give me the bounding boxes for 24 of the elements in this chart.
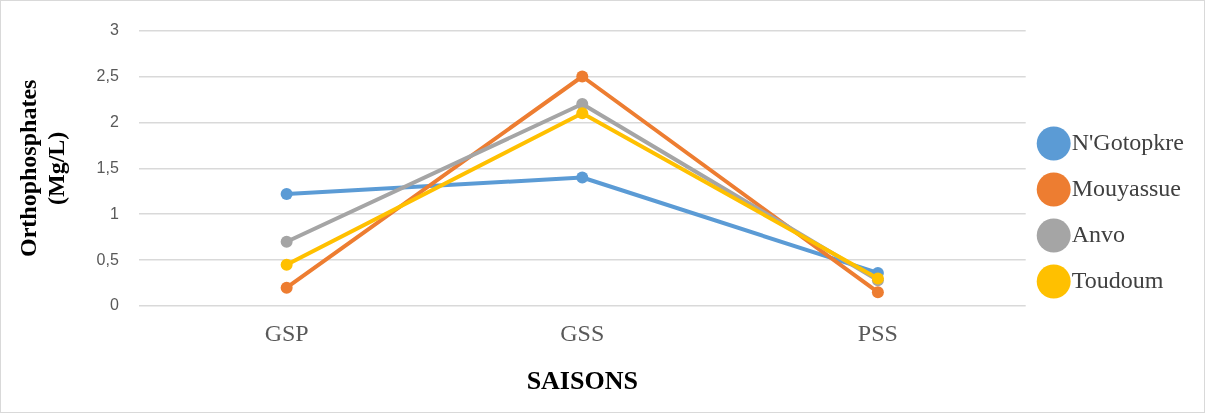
x-tick-label: GSP: [264, 319, 309, 346]
y-tick-label: 3: [109, 21, 119, 39]
legend-label: Mouyassue: [1071, 174, 1182, 201]
point: [280, 258, 293, 271]
point: [576, 70, 589, 83]
y-tick-label: 0: [109, 296, 119, 314]
point: [280, 188, 293, 200]
legend-label: Anvo: [1071, 220, 1126, 247]
point: [576, 107, 589, 120]
point: [280, 281, 293, 294]
x-axis-title: SAISONS: [526, 366, 638, 396]
y-tick-label: 1: [109, 204, 119, 222]
legend-label: N'Gotopkre: [1071, 128, 1185, 155]
y-tick-label: 1,5: [96, 158, 119, 176]
point: [280, 235, 293, 248]
y-axis-title: Orthophosphates (Mg/L): [14, 79, 70, 257]
legend-label: Toudoum: [1071, 266, 1164, 293]
y-tick-label: 2,5: [96, 66, 119, 84]
x-tick-label: GSS: [560, 319, 605, 346]
point: [576, 171, 589, 184]
point: [871, 286, 884, 299]
y-tick-label: 2: [109, 112, 119, 130]
x-tick-label: PSS: [857, 319, 898, 346]
y-tick-label: 0,5: [96, 250, 119, 268]
